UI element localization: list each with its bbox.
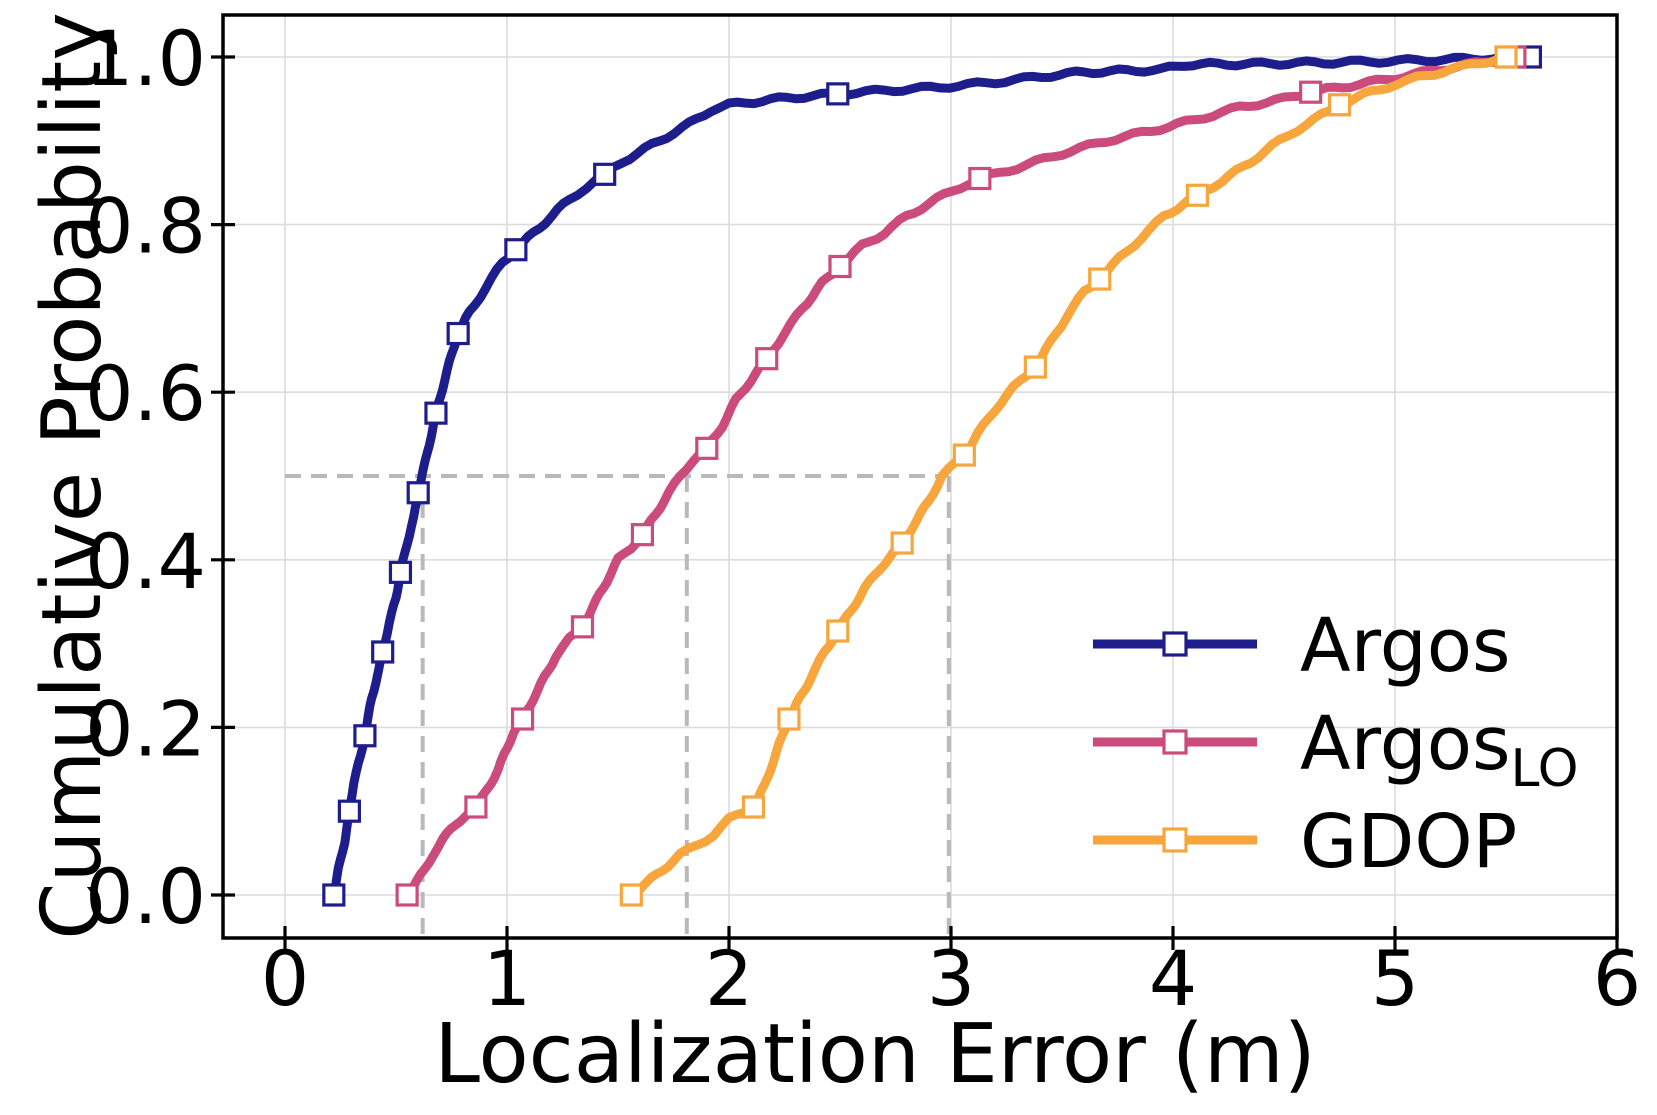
axis-ticks xyxy=(211,55,1619,950)
marker-argoslo xyxy=(510,707,535,731)
y-tick-label-0.0: 0.0 xyxy=(85,852,206,941)
legend-label-argos: Argos xyxy=(1300,603,1511,689)
legend-marker-argos-lo xyxy=(1162,729,1188,755)
curve-argoslo xyxy=(403,52,1517,900)
plot-border xyxy=(221,13,1619,940)
marker-argos xyxy=(353,724,377,748)
curve-argos xyxy=(329,51,1531,898)
y-tick-label-0.6: 0.6 xyxy=(85,349,206,438)
marker-argoslo xyxy=(395,883,419,907)
marker-gdop xyxy=(826,619,850,643)
legend-label-gdop: GDOP xyxy=(1300,799,1517,885)
grid-lines xyxy=(223,15,1618,938)
marker-argos xyxy=(593,162,617,186)
y-tick-label-0.8: 0.8 xyxy=(85,182,206,271)
marker-argoslo xyxy=(968,166,992,191)
marker-gdop xyxy=(1023,355,1047,379)
marker-gdop xyxy=(741,795,766,819)
marker-gdop xyxy=(1185,183,1210,207)
legend-label-argos-lo-text: Argos xyxy=(1300,701,1511,787)
marker-argoslo xyxy=(828,254,852,279)
marker-argos xyxy=(446,321,470,346)
legend-marker-argos xyxy=(1162,631,1188,657)
marker-gdop xyxy=(619,883,643,907)
x-tick-label-3: 3 xyxy=(927,934,975,1023)
x-tick-label-5: 5 xyxy=(1371,934,1419,1023)
marker-argoslo xyxy=(695,436,719,460)
marker-gdop xyxy=(1327,93,1352,117)
cdf-curves xyxy=(322,45,1543,907)
series-gdop xyxy=(619,45,1518,907)
y-axis-label: Cumulative Probability xyxy=(25,12,120,940)
legend-item-gdop: GDOP xyxy=(1093,799,1517,885)
marker-argoslo xyxy=(1299,80,1323,104)
marker-argoslo xyxy=(464,795,488,819)
x-tick-label-2: 2 xyxy=(705,934,753,1023)
marker-gdop xyxy=(952,443,976,467)
legend-label-gdop-text: GDOP xyxy=(1300,799,1517,885)
marker-gdop xyxy=(1494,45,1518,69)
curve-gdop xyxy=(628,52,1508,901)
legend-item-argos-lo: ArgosLO xyxy=(1093,701,1579,799)
legend: Argos ArgosLO GDOP xyxy=(1093,603,1579,885)
legend-marker-gdop xyxy=(1162,827,1188,853)
marker-argoslo xyxy=(570,615,595,639)
x-tick-label-1: 1 xyxy=(483,934,531,1023)
y-tick-label-0.4: 0.4 xyxy=(85,517,206,606)
marker-argos xyxy=(424,401,448,425)
legend-label-argos-text: Argos xyxy=(1300,603,1511,689)
x-tick-label-0: 0 xyxy=(261,934,309,1023)
legend-label-argos-lo: ArgosLO xyxy=(1300,701,1579,799)
series-argos xyxy=(322,45,1543,907)
marker-gdop xyxy=(777,707,801,731)
marker-argoslo xyxy=(630,523,655,547)
marker-argos xyxy=(322,883,346,907)
legend-item-argos: Argos xyxy=(1093,603,1511,689)
marker-argos xyxy=(388,560,413,584)
marker-argos xyxy=(371,640,395,664)
y-tick-label-1.0: 1.0 xyxy=(85,14,206,103)
x-axis-label: Localization Error (m) xyxy=(434,1007,1316,1102)
marker-argos xyxy=(406,481,430,505)
marker-argos xyxy=(504,238,528,262)
marker-argos xyxy=(826,82,850,106)
x-tick-label-6: 6 xyxy=(1593,934,1641,1023)
tick-labels: 0 1 2 3 4 5 6 0.0 0.2 0.4 0.6 0.8 1.0 xyxy=(85,14,1641,1023)
x-tick-label-4: 4 xyxy=(1149,934,1197,1023)
median-guide-lines xyxy=(285,474,951,936)
y-tick-label-0.2: 0.2 xyxy=(85,684,206,773)
marker-gdop xyxy=(890,531,914,555)
marker-gdop xyxy=(1088,267,1112,291)
legend-label-argos-lo-subscript: LO xyxy=(1511,739,1579,799)
marker-argoslo xyxy=(755,347,779,371)
marker-argos xyxy=(337,799,361,823)
